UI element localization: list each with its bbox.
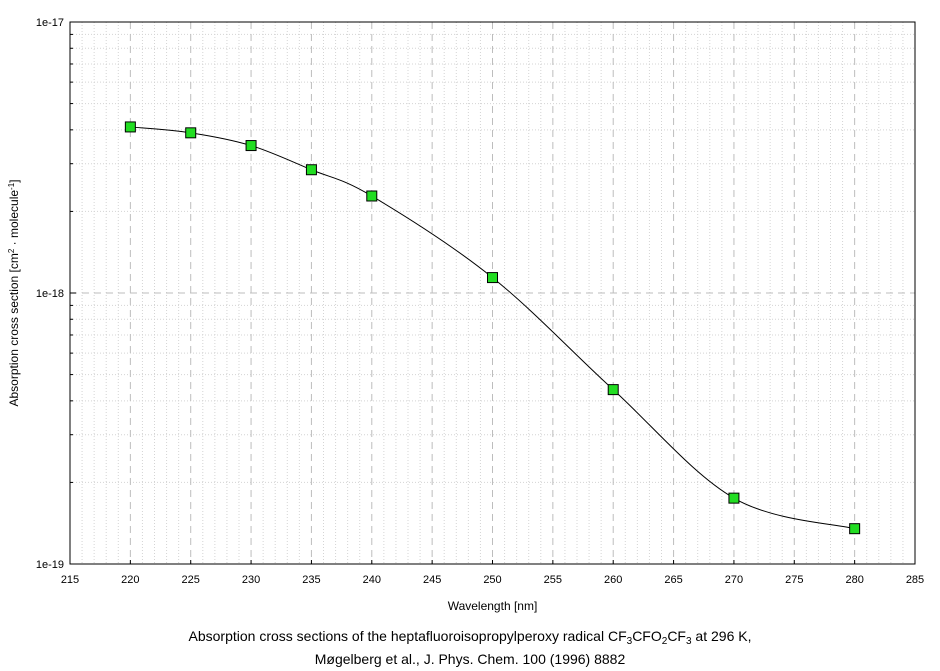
- x-tick-label: 245: [423, 574, 441, 586]
- chart: 215 220 225 230 235 240 245 250 255 260 265 270 275 2…: [7, 17, 925, 613]
- y-axis-title-text-c: ]: [7, 179, 21, 182]
- y-tick-label: 1e-18: [36, 288, 64, 300]
- x-tick-label: 250: [483, 574, 501, 586]
- x-tick-label: 215: [61, 574, 79, 586]
- x-tick-label: 275: [785, 574, 803, 586]
- x-tick-label: 285: [906, 574, 924, 586]
- data-point: [124, 121, 136, 133]
- x-tick-label: 260: [604, 574, 622, 586]
- caption-mid-1: CFO: [632, 628, 662, 644]
- x-tick-label: 220: [121, 574, 139, 586]
- caption-line-1: Absorption cross sections of the heptafl…: [0, 624, 940, 648]
- caption-sub-2: 2: [661, 636, 668, 647]
- x-tick-label: 225: [182, 574, 200, 586]
- x-axis-title: Wavelength [nm]: [448, 599, 538, 613]
- y-tick-labels: 1e-17 1e-18 1e-19: [36, 17, 64, 571]
- caption-line-2: Møgelberg et al., J. Phys. Chem. 100 (19…: [314, 651, 626, 667]
- data-point: [366, 190, 378, 202]
- caption-mid-2: CF: [667, 628, 686, 644]
- major-gridlines: [70, 22, 915, 564]
- caption-prefix: Absorption cross sections of the heptafl…: [188, 628, 627, 644]
- x-tick-label: 280: [845, 574, 863, 586]
- data-point: [245, 140, 257, 152]
- y-axis-title-text-b: · molecule: [7, 190, 21, 249]
- data-point: [849, 523, 861, 535]
- x-tick-label: 270: [725, 574, 743, 586]
- y-axis-title-text-a: Absorption cross section [cm: [7, 253, 21, 406]
- data-point: [185, 127, 197, 139]
- y-tick-label: 1e-19: [36, 559, 64, 571]
- data-point: [607, 384, 619, 396]
- x-tick-label: 265: [664, 574, 682, 586]
- data-point: [728, 492, 740, 504]
- series-line: [130, 126, 855, 530]
- caption-sub-3: 3: [685, 636, 692, 647]
- x-tick-label: 255: [544, 574, 562, 586]
- y-axis-title: Absorption cross section [cm2 · molecule…: [7, 179, 22, 406]
- x-tick-label: 230: [242, 574, 260, 586]
- y-axis-title-sup-a: 2: [7, 248, 16, 253]
- data-point: [487, 272, 498, 284]
- y-tick-label: 1e-17: [36, 17, 64, 29]
- x-tick-labels: 215 220 225 230 235 240 245 250 255 260 265 270 275 2…: [61, 574, 924, 586]
- caption-sub-1: 3: [626, 636, 633, 647]
- data-markers: [124, 121, 861, 535]
- axis-ticks: [69, 21, 916, 565]
- y-axis-title-sup-b: -1: [7, 182, 16, 190]
- data-point: [305, 164, 317, 176]
- x-tick-label: 235: [302, 574, 320, 586]
- caption-suffix: at 296 K,: [691, 628, 752, 644]
- x-tick-label: 240: [363, 574, 381, 586]
